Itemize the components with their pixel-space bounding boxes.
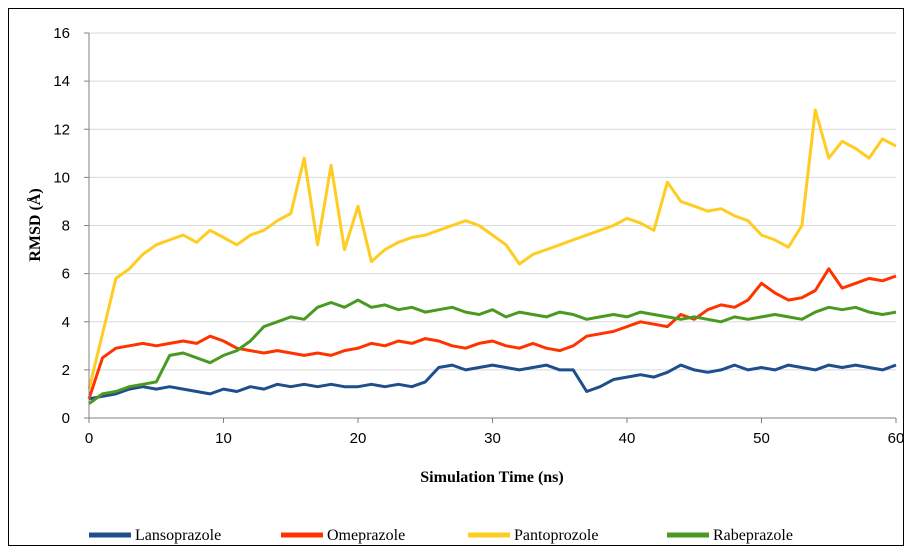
x-tick-label: 20 <box>350 430 367 447</box>
legend: Lansoprazole Omeprazole Pantoprozole Rabepr… <box>89 527 793 544</box>
y-tick-label: 2 <box>62 362 70 379</box>
x-tick-label: 60 <box>888 430 905 447</box>
x-tick-label: 40 <box>619 430 636 447</box>
x-axis-title: Simulation Time (ns) <box>420 469 563 486</box>
y-tick-label: 8 <box>62 218 70 235</box>
legend-label: Omeprazole <box>327 527 405 544</box>
y-axis-title: RMSD (Å) <box>26 188 44 261</box>
series-line-rabeprazole <box>88 298 897 405</box>
series-line-lansoprazole <box>88 363 897 401</box>
gridlines <box>89 32 896 371</box>
y-tick-label: 0 <box>62 410 70 427</box>
x-tick-label: 0 <box>85 430 93 447</box>
x-tick-label: 10 <box>215 430 232 447</box>
y-tick-label: 12 <box>53 121 70 138</box>
chart-frame <box>8 8 904 546</box>
series-line-pantoprozole <box>87 108 897 390</box>
y-tick-label: 10 <box>53 169 70 186</box>
legend-label: Pantoprozole <box>514 527 598 544</box>
x-tick-label: 30 <box>484 430 501 447</box>
axes: 0 2 4 6 8 10 12 14 16 0 10 20 30 40 50 60 <box>53 25 904 447</box>
y-tick-label: 14 <box>53 73 70 90</box>
y-tick-label: 4 <box>62 314 70 331</box>
legend-label: Rabeprazole <box>713 527 793 544</box>
y-tick-label: 6 <box>62 266 70 283</box>
series-lines <box>87 108 897 405</box>
x-tick-label: 50 <box>753 430 770 447</box>
y-tick-label: 16 <box>53 25 70 42</box>
legend-label: Lansoprazole <box>135 527 221 544</box>
series-line-omeprazole <box>87 267 897 400</box>
